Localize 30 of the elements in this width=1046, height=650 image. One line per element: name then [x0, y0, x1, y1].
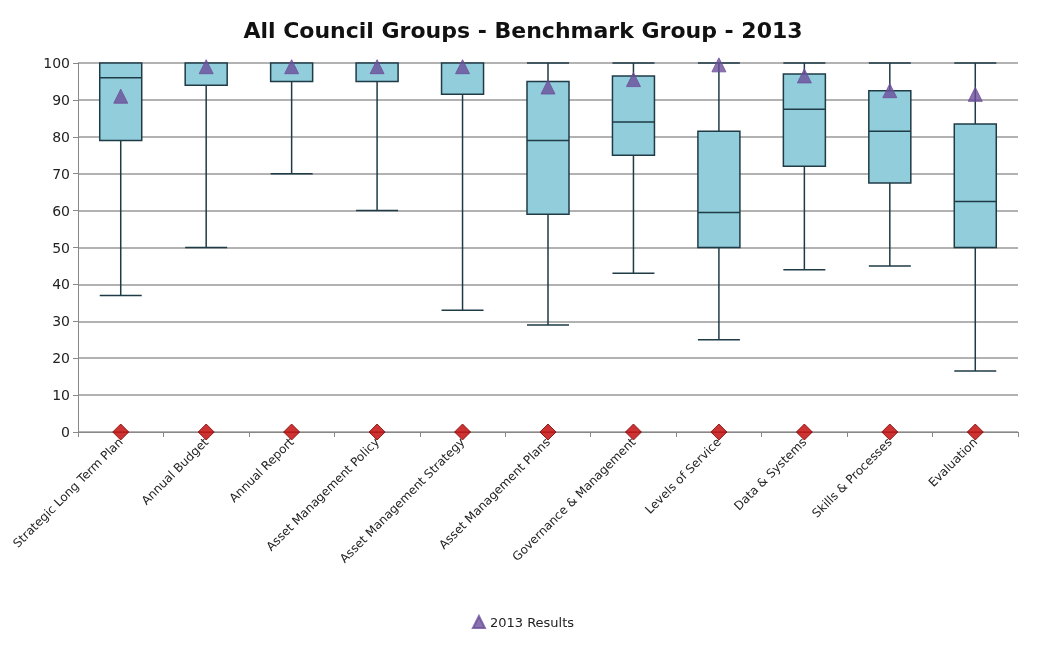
point: [539, 423, 557, 441]
point: [112, 423, 130, 441]
point: [966, 423, 984, 441]
point: [882, 83, 898, 99]
point: [795, 423, 813, 441]
y-tick-label: 100: [43, 55, 70, 71]
y-tick-label: 40: [52, 276, 70, 293]
y-tick-label: 80: [52, 128, 70, 145]
point: [796, 68, 812, 84]
y-tick-label: 70: [52, 165, 70, 182]
point: [710, 423, 728, 441]
y-tick-label: 50: [52, 239, 70, 256]
y-tick-label: 30: [52, 313, 70, 330]
y-tick-label: 90: [52, 91, 70, 108]
point: [198, 59, 214, 75]
point: [540, 79, 556, 95]
point: [455, 59, 471, 75]
y-tick-label: 0: [61, 424, 70, 440]
chart-title: All Council Groups - Benchmark Group - 2013: [243, 17, 803, 43]
point: [369, 59, 385, 75]
y-tick-label: 60: [52, 202, 70, 219]
point: [284, 59, 300, 75]
y-tick-label: 10: [52, 387, 70, 404]
point: [711, 57, 727, 73]
point: [625, 72, 641, 88]
y-tick-label: 20: [52, 350, 70, 367]
point: [967, 86, 983, 102]
legend-label: 2013 Results: [489, 614, 575, 630]
point: [113, 88, 129, 104]
point: [881, 423, 899, 441]
